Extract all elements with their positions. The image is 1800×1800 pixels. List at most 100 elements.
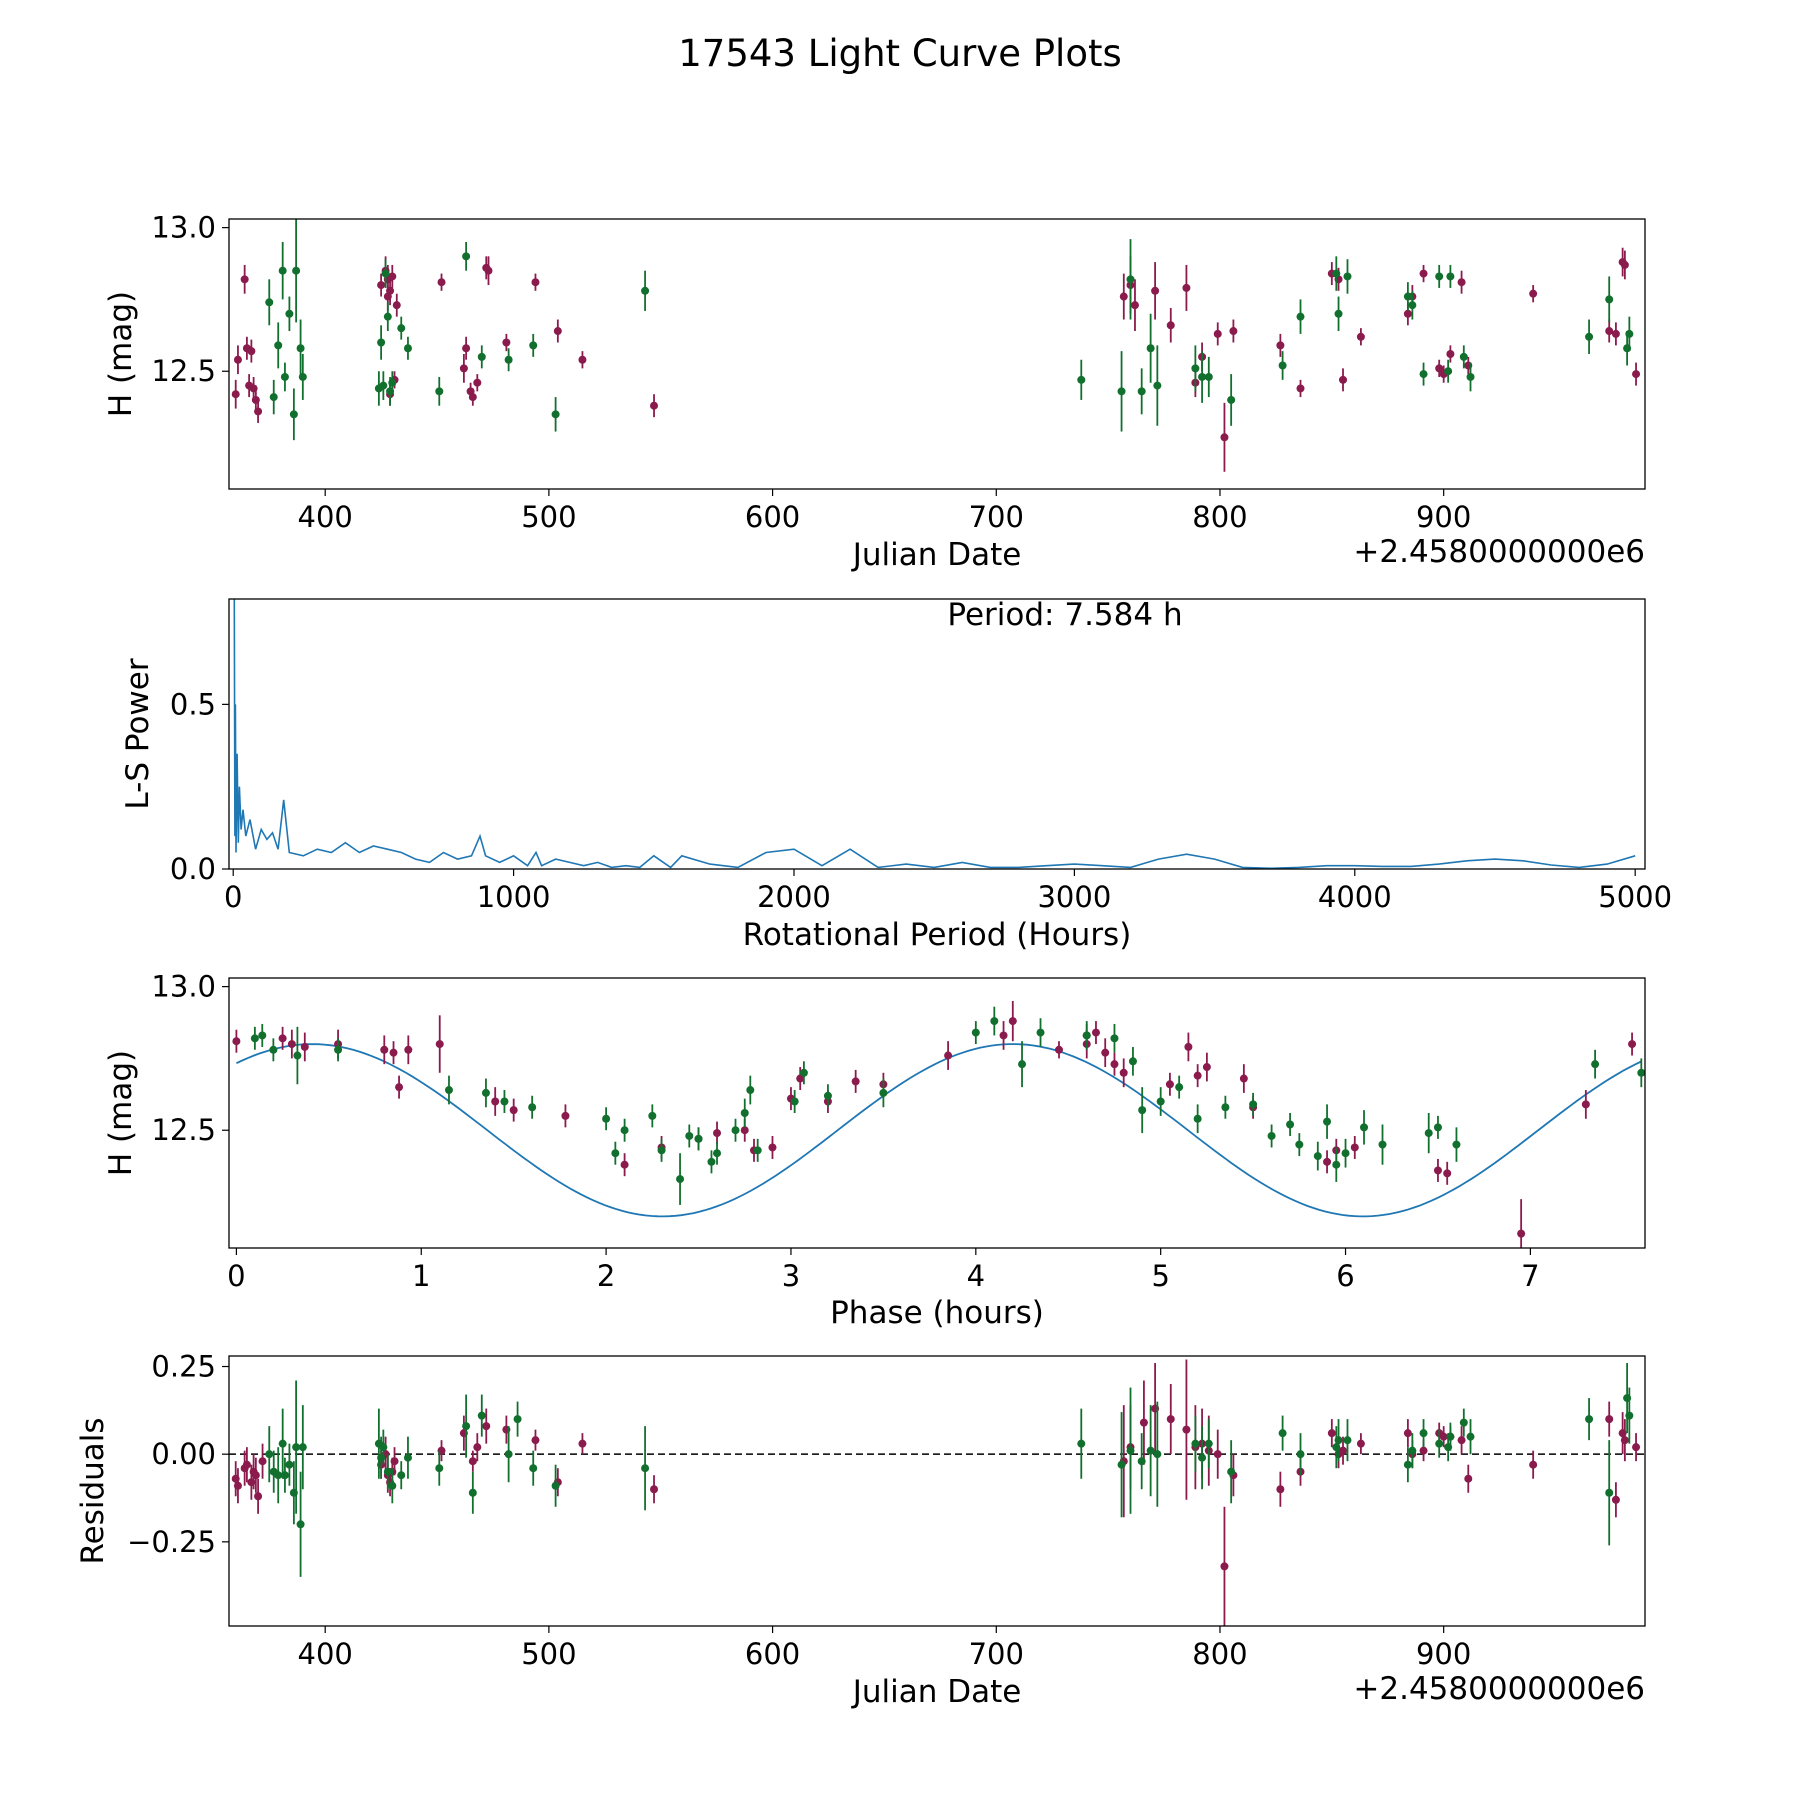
phased-curve-filter-g-point [790, 1097, 799, 1106]
residuals-filter-r-point [1457, 1436, 1466, 1445]
residuals-filter-g-point [1446, 1432, 1455, 1441]
residuals-xtick-label: 800 [1192, 1637, 1247, 1671]
phased-curve-filter-g-point [1156, 1097, 1165, 1106]
phased-curve-filter-g-point [1424, 1129, 1433, 1138]
phased-curve-filter-r-point [395, 1083, 404, 1092]
phased-curve-filter-g-point [1341, 1149, 1350, 1158]
periodogram-xtick-label: 2000 [757, 880, 831, 914]
phased-curve-filter-r-point [1101, 1048, 1110, 1057]
phased-curve-panel: 0 1 2 3 4 5 6 7 12.5 13.0 Phase (hours) H (mag) [103, 970, 1646, 1331]
phased-curve-filter-g-point [250, 1034, 259, 1043]
phased-curve-filter-g-point [1267, 1131, 1276, 1140]
residuals-filter-g-point [274, 1471, 283, 1480]
residuals-filter-g-point [285, 1460, 294, 1469]
residuals-xlabel: Julian Date [851, 1674, 1022, 1710]
residuals-filter-r-point [1182, 1425, 1191, 1434]
light-curve-filter-g-point [551, 410, 560, 419]
residuals-filter-r-point [390, 1457, 399, 1466]
residuals-filter-g-point [292, 1443, 301, 1452]
phased-curve-filter-g-point [1433, 1123, 1442, 1132]
residuals-filter-r-point [1439, 1432, 1448, 1441]
phased-curve-filter-g-point [293, 1051, 302, 1060]
phased-curve-axes-frame [228, 977, 1646, 1249]
light-curve-filter-r-point [231, 390, 240, 399]
light-curve-filter-g-point [1585, 332, 1594, 341]
phased-curve-filter-r-point [300, 1042, 309, 1051]
phased-curve-filter-g-point [528, 1103, 537, 1112]
phased-curve-filter-g-point [620, 1126, 629, 1135]
phased-curve-ytick-label: 13.0 [151, 970, 216, 1004]
residuals-filter-g-point [551, 1481, 560, 1490]
residuals-filter-g-point [468, 1488, 477, 1497]
residuals-xtick-label: 600 [745, 1637, 800, 1671]
phased-curve-filter-r-point [287, 1040, 296, 1049]
residuals-filter-r-point [1611, 1495, 1620, 1504]
residuals-axes-frame [228, 1355, 1646, 1627]
periodogram-ytick-label: 0.0 [170, 852, 216, 886]
light-curve-filter-g-point [1605, 295, 1614, 304]
periodogram-period-annotation: Period: 7.584 h [947, 597, 1182, 633]
periodogram-ytick-label: 0.5 [170, 687, 216, 721]
phased-curve-filter-r-point [509, 1106, 518, 1115]
phased-curve-filter-g-point [1175, 1083, 1184, 1092]
light-curve-xtick-label: 900 [1416, 500, 1471, 534]
phased-curve-filter-g-point [676, 1175, 685, 1184]
phased-curve-filter-g-point [753, 1146, 762, 1155]
light-curve-filter-g-point [641, 286, 650, 295]
light-curve-filter-g-point [289, 410, 298, 419]
residuals-filter-g-point [379, 1443, 388, 1452]
light-curve-filter-r-point [1356, 332, 1365, 341]
residuals-filter-r-point [531, 1436, 540, 1445]
phased-curve-filter-r-point [1008, 1017, 1017, 1026]
residuals-filter-r-point [1213, 1450, 1222, 1459]
light-curve-filter-r-point [1119, 292, 1128, 301]
residuals-xtick-label: 900 [1416, 1637, 1471, 1671]
residuals-filter-g-point [435, 1464, 444, 1473]
phased-curve-filter-g-point [971, 1028, 980, 1037]
light-curve-filter-r-point [388, 272, 397, 281]
residuals-filter-g-point [1435, 1439, 1444, 1448]
residuals-filter-r-point [233, 1481, 242, 1490]
light-curve-filter-g-point [504, 355, 513, 364]
phased-curve-filter-g-point [1193, 1114, 1202, 1123]
residuals-filter-g-point [462, 1422, 471, 1431]
phased-curve-plot-area [232, 1000, 1645, 1248]
light-curve-ytick-label: 13.0 [151, 211, 216, 245]
light-curve-filter-r-point [254, 407, 263, 416]
light-curve-filter-r-point [1166, 321, 1175, 330]
residuals-filter-g-point [296, 1520, 305, 1529]
phased-curve-filter-g-point [1221, 1103, 1230, 1112]
light-curve-filter-g-point [265, 298, 274, 307]
light-curve-filter-g-point [1343, 272, 1352, 281]
phased-curve-filter-g-point [648, 1111, 657, 1120]
phased-curve-xlabel: Phase (hours) [830, 1295, 1044, 1331]
phased-curve-filter-r-point [1323, 1157, 1332, 1166]
phased-curve-filter-r-point [768, 1143, 777, 1152]
light-curve-filter-g-point [1296, 312, 1305, 321]
phased-curve-filter-g-point [334, 1045, 343, 1054]
light-curve-filter-g-point [292, 266, 301, 275]
light-curve-filter-g-point [1332, 269, 1341, 278]
phased-curve-filter-g-point [1313, 1152, 1322, 1161]
light-curve-filter-g-point [1153, 381, 1162, 390]
phased-curve-xtick-label: 7 [1521, 1259, 1539, 1293]
phased-curve-filter-g-point [990, 1017, 999, 1026]
phased-curve-filter-g-point [694, 1134, 703, 1143]
light-curve-xlabel: Julian Date [851, 537, 1022, 573]
light-curve-filter-r-point [553, 327, 562, 336]
light-curve-ytick-label: 12.5 [151, 354, 216, 388]
phased-curve-filter-g-point [1082, 1031, 1091, 1040]
light-curve-filter-g-point [285, 309, 294, 318]
residuals-filter-g-point [1408, 1446, 1417, 1455]
residuals-ytick-label: 0.25 [151, 1350, 216, 1384]
residuals-filter-r-point [1276, 1485, 1285, 1494]
light-curve-filter-r-point [1435, 364, 1444, 373]
residuals-filter-g-point [388, 1481, 397, 1490]
periodogram-power-line [233, 599, 1636, 869]
light-curve-filter-r-point [1632, 370, 1641, 379]
light-curve-filter-g-point [1334, 309, 1343, 318]
phased-curve-filter-r-point [232, 1037, 241, 1046]
phased-curve-filter-r-point [561, 1111, 570, 1120]
light-curve-filter-g-point [403, 344, 412, 353]
light-curve-filter-r-point [468, 393, 477, 402]
